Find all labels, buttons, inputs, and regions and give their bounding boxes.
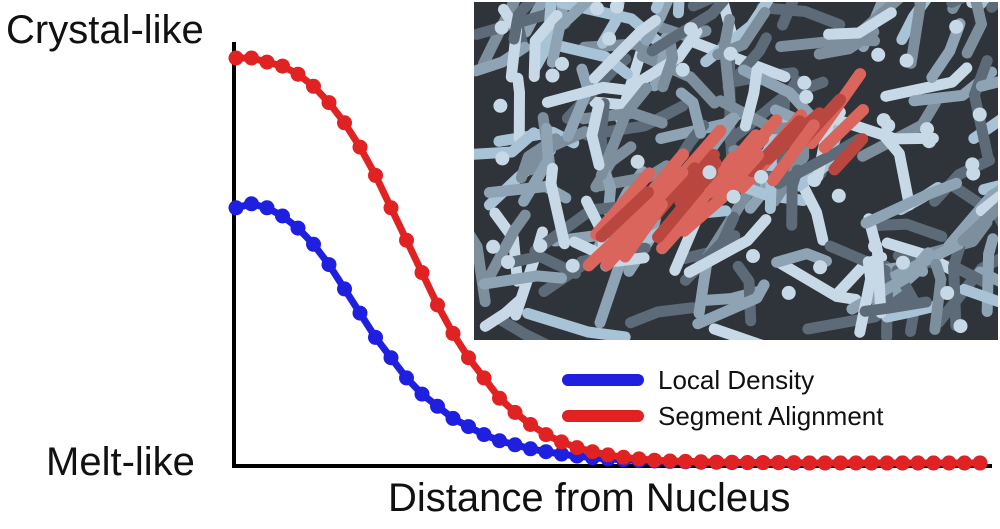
data-point-local-density [538, 444, 554, 460]
data-point-local-density [368, 329, 383, 345]
data-point-local-density [476, 427, 492, 443]
data-point-segment-alignment [445, 325, 461, 341]
data-point-segment-alignment [538, 427, 554, 443]
data-point-segment-alignment [383, 200, 399, 216]
data-point-segment-alignment [399, 232, 414, 248]
data-point-segment-alignment [321, 95, 337, 111]
data-point-segment-alignment [879, 455, 895, 471]
data-point-segment-alignment [275, 58, 290, 74]
data-point-segment-alignment [926, 455, 941, 471]
data-point-segment-alignment [740, 455, 755, 471]
data-point-local-density [259, 200, 275, 216]
data-point-local-density [244, 196, 259, 212]
data-point-segment-alignment [678, 453, 693, 469]
data-point-segment-alignment [430, 297, 445, 313]
data-point-local-density [554, 446, 569, 462]
legend-item-local-density: Local Density [562, 362, 883, 398]
data-point-segment-alignment [585, 444, 600, 460]
data-point-local-density [275, 208, 290, 224]
data-point-segment-alignment [414, 265, 430, 281]
data-point-segment-alignment [492, 390, 507, 406]
data-point-segment-alignment [569, 440, 585, 456]
data-point-segment-alignment [554, 434, 569, 450]
data-point-local-density [492, 433, 507, 449]
data-point-local-density [352, 305, 368, 321]
data-point-local-density [306, 236, 321, 252]
data-point-local-density [290, 220, 306, 236]
x-axis-label: Distance from Nucleus [388, 476, 791, 520]
data-point-local-density [523, 441, 538, 457]
data-point-segment-alignment [771, 455, 786, 471]
data-point-local-density [507, 437, 523, 453]
data-point-segment-alignment [228, 50, 244, 66]
data-point-segment-alignment [693, 454, 709, 470]
data-point-segment-alignment [368, 167, 383, 183]
data-point-local-density [414, 386, 430, 402]
data-point-segment-alignment [461, 350, 476, 366]
data-point-segment-alignment [244, 50, 259, 66]
data-point-segment-alignment [352, 139, 368, 155]
data-point-local-density [228, 200, 244, 216]
data-point-segment-alignment [910, 455, 926, 471]
data-point-segment-alignment [476, 370, 492, 386]
data-point-segment-alignment [786, 455, 802, 471]
data-point-segment-alignment [833, 455, 848, 471]
data-point-segment-alignment [972, 455, 988, 471]
data-point-local-density [383, 350, 399, 366]
inset-snapshot-image [474, 2, 998, 340]
data-point-segment-alignment [724, 454, 740, 470]
data-point-local-density [321, 257, 337, 273]
legend-item-segment-alignment: Segment Alignment [562, 398, 883, 434]
data-point-segment-alignment [848, 455, 864, 471]
data-point-segment-alignment [600, 447, 616, 463]
data-point-segment-alignment [864, 455, 879, 471]
legend-swatch-local-density [562, 374, 644, 386]
data-point-segment-alignment [259, 54, 275, 70]
data-point-segment-alignment [802, 455, 817, 471]
data-point-segment-alignment [306, 78, 321, 94]
legend-label-segment-alignment: Segment Alignment [658, 400, 884, 431]
series-layer [228, 50, 988, 471]
y-axis-bottom-label: Melt-like [46, 440, 195, 484]
data-point-local-density [399, 370, 414, 386]
data-point-segment-alignment [957, 455, 972, 471]
data-point-segment-alignment [290, 66, 306, 82]
data-point-segment-alignment [523, 417, 538, 432]
data-point-segment-alignment [817, 455, 833, 471]
data-point-segment-alignment [337, 115, 352, 131]
data-point-local-density [461, 419, 476, 435]
data-point-segment-alignment [647, 452, 662, 468]
y-axis-top-label: Crystal-like [6, 8, 204, 52]
data-point-segment-alignment [507, 404, 523, 420]
data-point-segment-alignment [755, 455, 771, 471]
legend: Local Density Segment Alignment [562, 362, 883, 434]
data-point-local-density [430, 398, 445, 414]
data-point-segment-alignment [709, 454, 724, 470]
data-point-segment-alignment [895, 455, 910, 471]
data-point-segment-alignment [631, 451, 647, 467]
data-point-segment-alignment [941, 455, 957, 471]
data-point-local-density [337, 281, 352, 297]
data-point-segment-alignment [662, 453, 678, 469]
data-point-segment-alignment [616, 449, 631, 465]
legend-label-local-density: Local Density [658, 364, 815, 395]
data-point-local-density [445, 410, 461, 426]
legend-swatch-segment-alignment [562, 410, 644, 422]
